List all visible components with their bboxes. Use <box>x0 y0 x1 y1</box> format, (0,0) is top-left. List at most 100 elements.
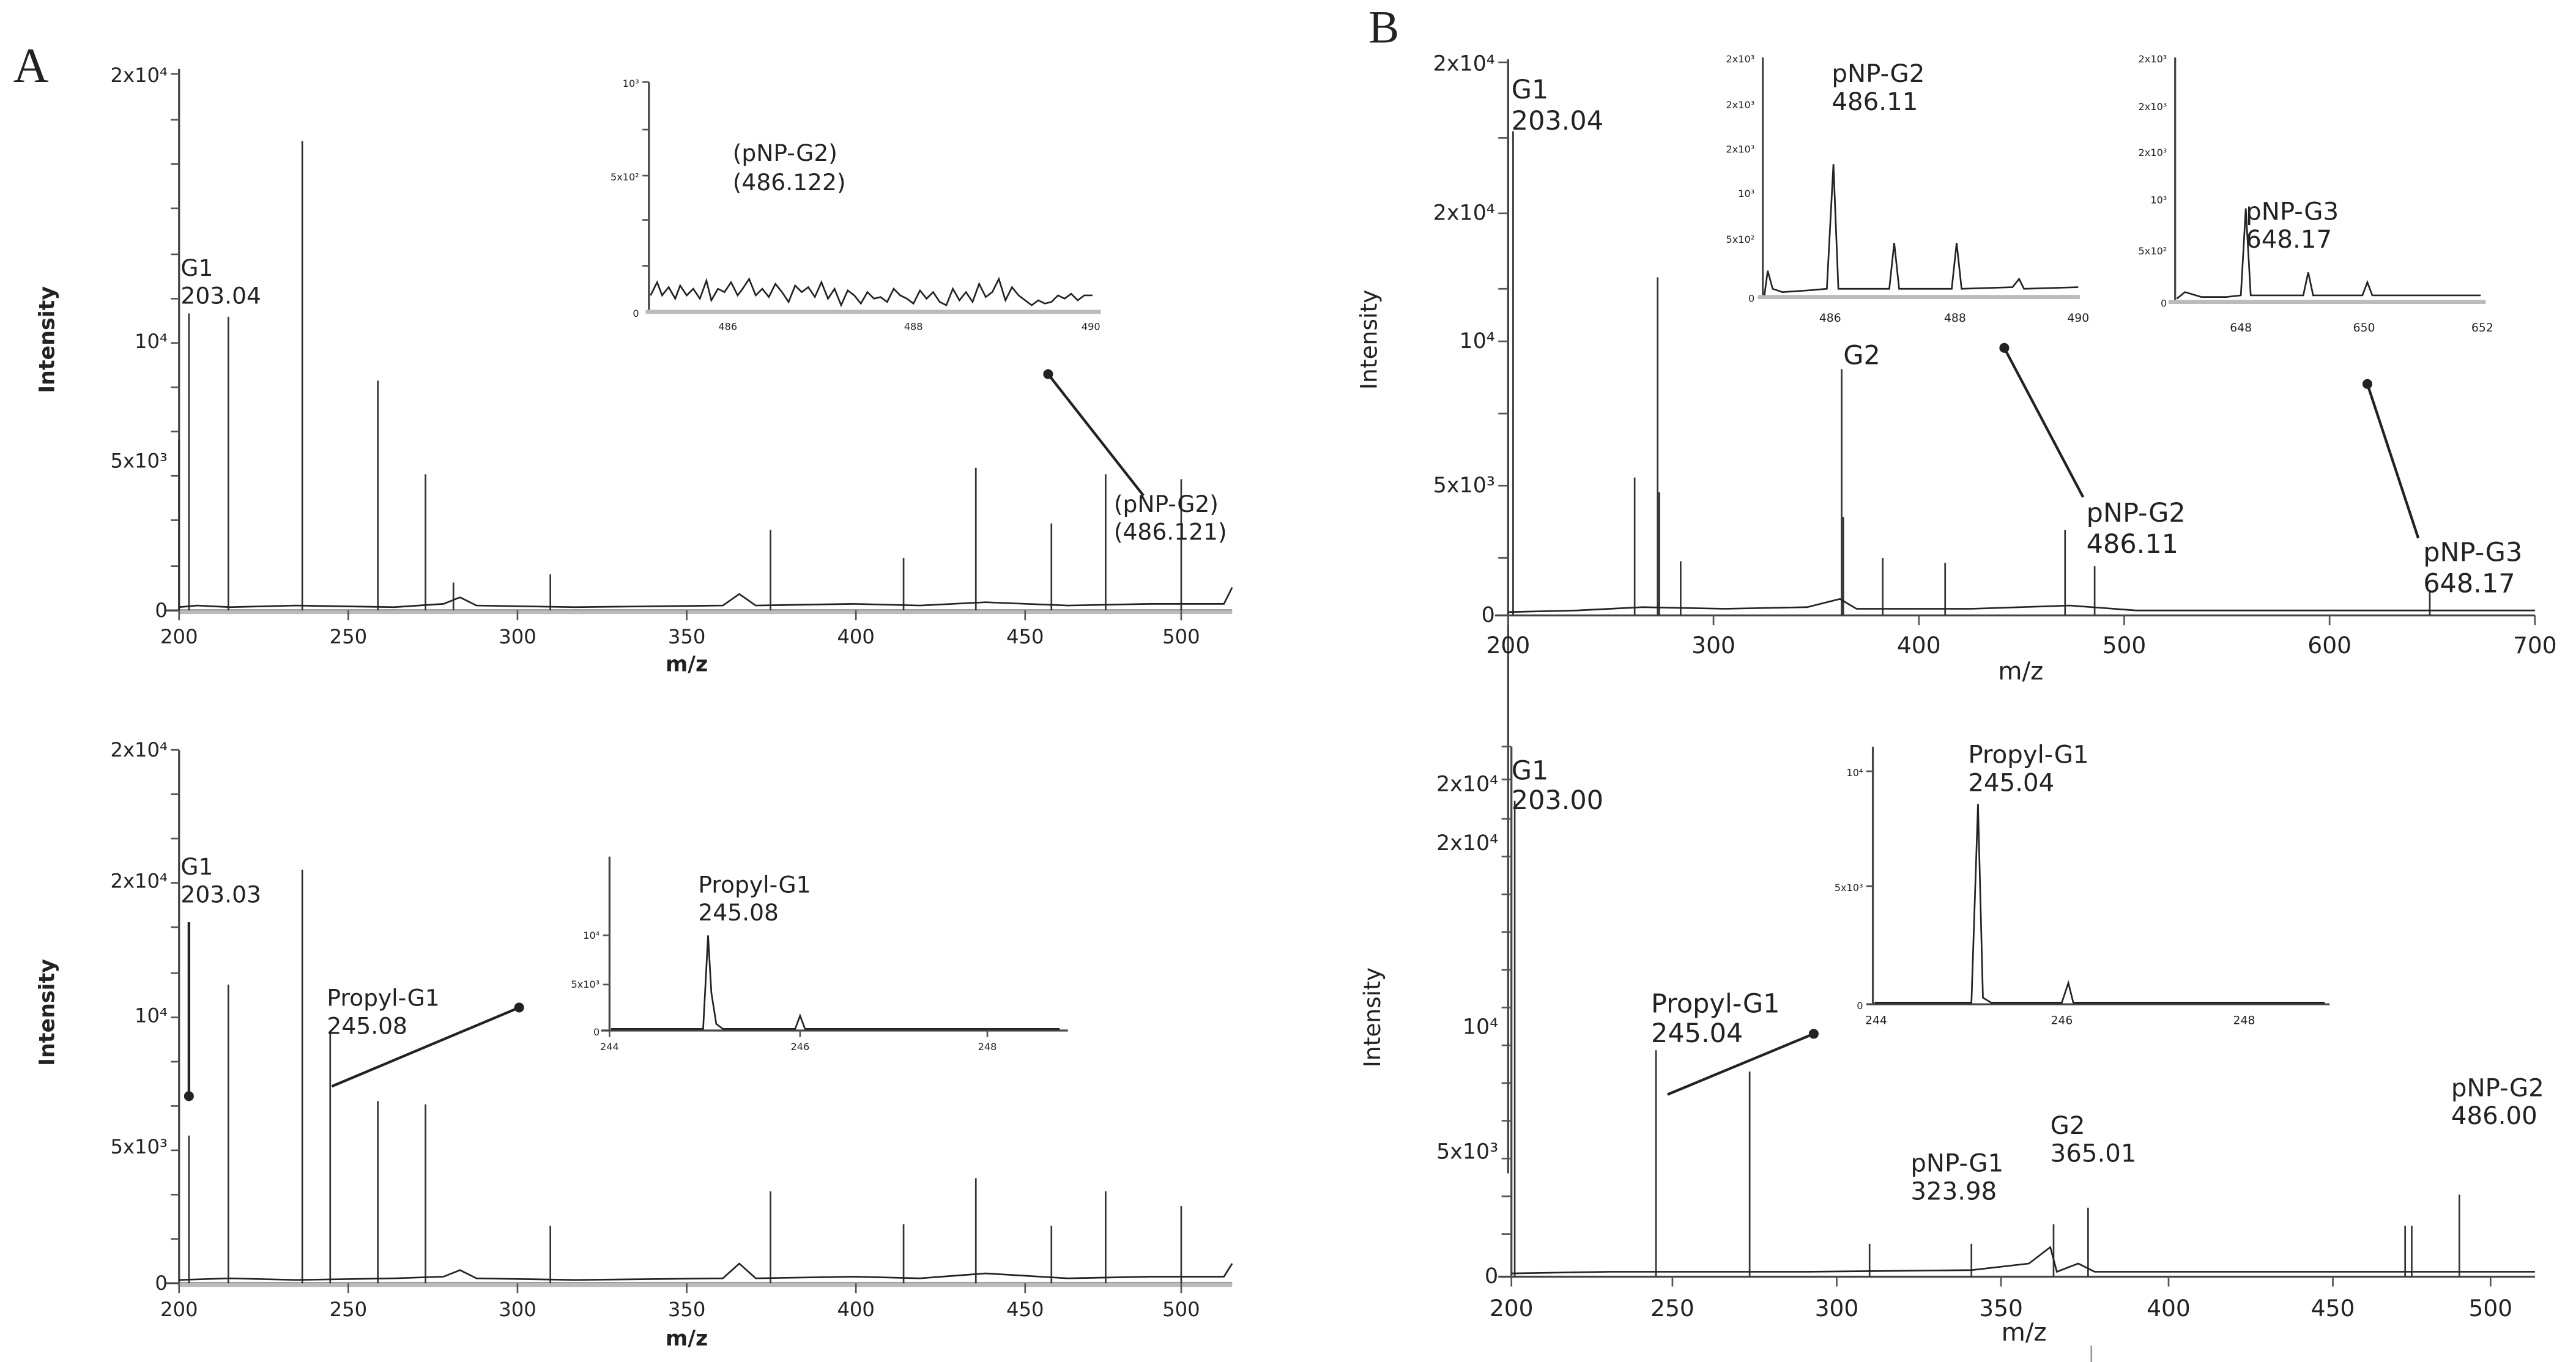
spectrum-peaks <box>178 141 1182 611</box>
zoom-arrow <box>1047 373 1145 497</box>
svg-text:486.00: 486.00 <box>2451 1102 2537 1130</box>
svg-text:0: 0 <box>633 308 639 319</box>
svg-text:490: 490 <box>1082 320 1101 332</box>
svg-text:250: 250 <box>330 625 367 648</box>
peak-label-g1: G1 203.04 <box>1512 75 1603 136</box>
spectrum-peaks <box>188 870 1182 1284</box>
svg-text:2x10⁴: 2x10⁴ <box>110 64 167 87</box>
peak-label-g2: G2 365.01 <box>2051 1112 2137 1168</box>
svg-text:500: 500 <box>2468 1295 2512 1322</box>
svg-text:203.03: 203.03 <box>180 881 261 908</box>
svg-text:246: 246 <box>791 1041 810 1053</box>
svg-text:0: 0 <box>155 599 168 622</box>
svg-text:245.04: 245.04 <box>1651 1018 1743 1049</box>
svg-text:2x10⁴: 2x10⁴ <box>1433 201 1495 226</box>
zoom-arrow <box>331 1006 520 1088</box>
svg-text:350: 350 <box>1979 1295 2023 1322</box>
svg-text:250: 250 <box>1650 1295 1694 1322</box>
svg-text:5x10³: 5x10³ <box>110 450 167 473</box>
y-axis-label: Intensity <box>35 286 60 393</box>
svg-text:0: 0 <box>1482 603 1495 627</box>
svg-text:pNP-G3: pNP-G3 <box>2246 198 2339 226</box>
svg-text:Propyl-G1: Propyl-G1 <box>698 872 811 898</box>
svg-text:250: 250 <box>330 1298 367 1321</box>
inset-b-bottom: 10⁴ 5x10³ 0 244 246 248 Propyl-G1 245.04 <box>1835 741 2330 1027</box>
svg-text:pNP-G2: pNP-G2 <box>2451 1074 2544 1102</box>
y-axis-label: Intensity <box>35 959 60 1066</box>
svg-text:Propyl-G1: Propyl-G1 <box>1968 741 2088 769</box>
svg-text:5x10³: 5x10³ <box>1835 882 1863 894</box>
svg-text:300: 300 <box>1691 632 1735 659</box>
svg-text:488: 488 <box>1944 312 1966 325</box>
svg-text:203.04: 203.04 <box>180 282 261 309</box>
y-axis-label: Intensity <box>1359 968 1386 1067</box>
svg-text:2x10³: 2x10³ <box>2139 147 2167 158</box>
peak-label-g1: G1 203.03 <box>180 853 261 908</box>
zoom-arrow-pnp-g2 <box>2003 347 2085 498</box>
svg-text:488: 488 <box>904 320 923 332</box>
svg-text:10⁴: 10⁴ <box>135 330 168 353</box>
svg-text:0: 0 <box>1485 1264 1498 1289</box>
peak-label-pnp-g1: pNP-G1 323.98 <box>1910 1150 2003 1206</box>
svg-text:490: 490 <box>2067 312 2089 325</box>
svg-text:G1: G1 <box>1512 756 1549 786</box>
svg-text:0: 0 <box>155 1271 168 1295</box>
chart-a-bottom: 0 5x10³ 10⁴ 2x10⁴ 2x10⁴ 200 250 300 350 … <box>35 738 1233 1351</box>
x-tick-labels: 200 250 300 350 400 450 500 <box>160 625 1200 648</box>
svg-text:648: 648 <box>2230 322 2252 335</box>
zoom-arrow <box>1667 1032 1814 1096</box>
svg-text:246: 246 <box>2051 1014 2073 1027</box>
svg-text:203.00: 203.00 <box>1512 785 1603 816</box>
svg-text:(pNP-G2): (pNP-G2) <box>733 139 837 166</box>
svg-text:2x10⁴: 2x10⁴ <box>1433 51 1495 76</box>
svg-text:350: 350 <box>668 625 705 648</box>
svg-text:0: 0 <box>2161 298 2167 309</box>
spectrum-peaks <box>1512 131 2431 616</box>
x-tick-labels: 200 250 300 350 400 450 500 <box>160 1298 1200 1321</box>
svg-text:400: 400 <box>837 1298 874 1321</box>
svg-text:400: 400 <box>837 625 874 648</box>
svg-text:5x10²: 5x10² <box>2139 245 2167 257</box>
chart-b-bottom: 0 5x10³ 10⁴ 2x10⁴ 2x10⁴ 200 250 300 350 … <box>1359 741 2544 1362</box>
peak-label-g2: G2 <box>1843 341 1880 371</box>
svg-text:450: 450 <box>1006 625 1044 648</box>
svg-text:10⁴: 10⁴ <box>1847 767 1863 779</box>
peak-label-g1: G1 203.04 <box>180 254 261 309</box>
svg-text:650: 650 <box>2353 322 2375 335</box>
peak-label-pnp-g3: pNP-G3 648.17 <box>2423 538 2522 599</box>
svg-text:2x10⁴: 2x10⁴ <box>110 870 167 893</box>
y-tick-labels: 0 5x10³ 10⁴ 2x10⁴ 2x10⁴ <box>1436 772 1498 1289</box>
svg-text:2x10³: 2x10³ <box>1726 99 1754 111</box>
svg-text:486.11: 486.11 <box>2087 529 2178 560</box>
svg-text:2x10⁴: 2x10⁴ <box>1436 772 1498 796</box>
y-tick-labels: 0 5x10³ 10⁴ 2x10⁴ <box>110 64 167 622</box>
svg-text:10⁴: 10⁴ <box>1463 1015 1498 1039</box>
x-axis-label: m/z <box>666 1327 708 1351</box>
inset-b-top-pnp-g2: 2x10³ 2x10³ 2x10³ 10³ 5x10² 0 486 488 49… <box>1726 53 2089 325</box>
svg-text:200: 200 <box>160 1298 198 1321</box>
svg-text:2x10³: 2x10³ <box>1726 144 1754 155</box>
zoom-arrow-pnp-g3 <box>2366 383 2420 539</box>
svg-text:(pNP-G2): (pNP-G2) <box>1114 490 1219 517</box>
svg-text:2x10³: 2x10³ <box>2139 53 2167 65</box>
x-axis-label: m/z <box>666 652 708 676</box>
svg-text:248: 248 <box>2233 1014 2255 1027</box>
svg-text:2x10³: 2x10³ <box>1726 53 1754 65</box>
svg-text:245.08: 245.08 <box>327 1012 407 1039</box>
y-tick-labels: 0 5x10³ 10⁴ 2x10⁴ 2x10⁴ <box>1433 51 1495 627</box>
svg-text:G2: G2 <box>1843 341 1880 371</box>
svg-text:0: 0 <box>593 1026 599 1038</box>
svg-text:244: 244 <box>600 1041 619 1053</box>
svg-text:500: 500 <box>1162 625 1200 648</box>
svg-text:(486.121): (486.121) <box>1114 519 1227 546</box>
peak-label-g1: G1 203.00 <box>1512 756 1603 816</box>
svg-text:300: 300 <box>499 625 536 648</box>
svg-text:245.04: 245.04 <box>1968 769 2054 797</box>
svg-text:248: 248 <box>978 1041 997 1053</box>
svg-text:200: 200 <box>1490 1295 1534 1322</box>
svg-text:648.17: 648.17 <box>2423 569 2515 599</box>
svg-text:400: 400 <box>2147 1295 2191 1322</box>
svg-text:pNP-G2: pNP-G2 <box>1832 60 1925 88</box>
svg-text:203.04: 203.04 <box>1512 106 1603 136</box>
svg-text:700: 700 <box>2513 632 2557 659</box>
